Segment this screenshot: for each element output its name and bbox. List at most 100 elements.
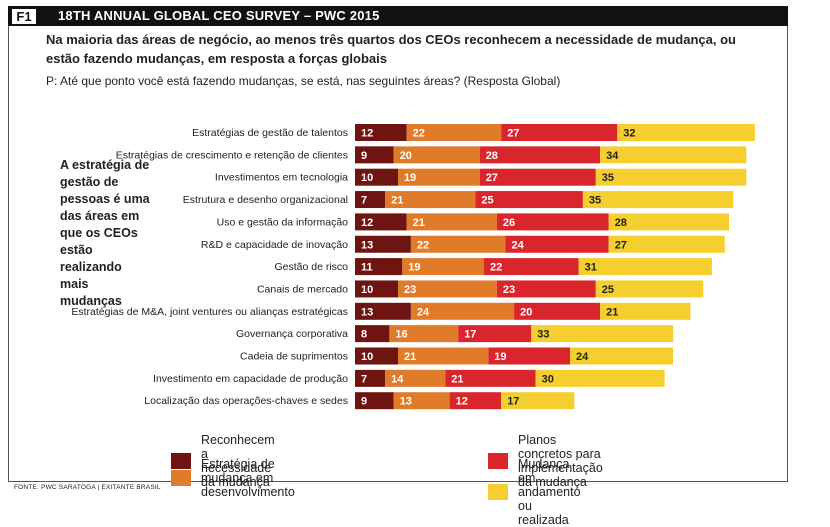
- category-label: Governança corporativa: [236, 328, 348, 340]
- data-label: 32: [623, 128, 635, 140]
- data-label: 22: [417, 239, 429, 251]
- side-note: A estratégia de gestão de pessoas é uma …: [60, 158, 150, 308]
- data-label: 24: [512, 239, 525, 251]
- bar-segment-reconhecem: [355, 213, 407, 231]
- bar-segment-reconhecem: [355, 258, 403, 276]
- bar-segment-planos: [458, 325, 532, 343]
- data-label: 20: [400, 150, 412, 162]
- data-label: 17: [464, 329, 476, 341]
- bar-segment-estrategia: [398, 347, 489, 365]
- stacked-bar-chart: Estratégias de gestão de talentos 12 22 27 3…: [71, 124, 755, 410]
- bar-segment-reconhecem: [355, 302, 411, 320]
- bar-segment-reconhecem: [355, 146, 394, 164]
- bar-segment-andamento: [595, 168, 747, 186]
- data-label: 9: [361, 150, 367, 162]
- data-label: 13: [361, 306, 373, 318]
- bar-segment-estrategia: [389, 325, 459, 343]
- data-label: 16: [395, 329, 407, 341]
- bar-segment-estrategia: [402, 258, 484, 276]
- bar-segment-reconhecem: [355, 124, 407, 141]
- data-label: 25: [602, 284, 614, 296]
- data-label: 8: [361, 329, 367, 341]
- bar-segment-planos: [445, 369, 536, 387]
- bar-segment-andamento: [578, 258, 712, 276]
- category-label: Cadeia de suprimentos: [240, 351, 348, 363]
- data-label: 21: [606, 306, 618, 318]
- bar-segment-planos: [496, 280, 596, 298]
- data-label: 26: [503, 217, 515, 229]
- bar-segment-andamento: [570, 347, 674, 365]
- data-label: 7: [361, 373, 367, 385]
- bar-segment-planos: [488, 347, 570, 365]
- bar-segment-reconhecem: [355, 347, 398, 365]
- chart-headline: Na maioria das áreas de negócio, ao meno…: [46, 32, 736, 66]
- bar-segment-estrategia: [406, 124, 502, 141]
- data-label: 12: [456, 396, 468, 408]
- legend-swatch: [488, 453, 508, 469]
- legend-item-planos: Planos concretos para implementação da m…: [488, 433, 603, 489]
- bar-segment-andamento: [608, 213, 730, 231]
- category-label: Estratégias de crescimento e retenção de…: [116, 149, 348, 161]
- legend-item-estrategia: Estratégia de mudança em desenvolvimento: [171, 457, 295, 499]
- bar-segment-andamento: [600, 302, 691, 320]
- data-label: 7: [361, 195, 367, 207]
- legend-item-reconhecem: Reconhecem a necessidade da mudança: [171, 433, 275, 489]
- data-label: 34: [606, 150, 619, 162]
- legend-swatch: [488, 484, 508, 500]
- bar-segment-andamento: [535, 369, 665, 387]
- data-label: 9: [361, 396, 367, 408]
- bar-segment-reconhecem: [355, 325, 390, 343]
- header-bar: [8, 6, 788, 26]
- data-label: 21: [404, 351, 416, 363]
- bar-segment-andamento: [582, 191, 734, 209]
- survey-question: P: Até que ponto você está fazendo mudan…: [46, 74, 561, 88]
- bar-segment-estrategia: [393, 146, 480, 164]
- data-label: 33: [537, 329, 549, 341]
- bar-segment-reconhecem: [355, 280, 398, 298]
- data-label: 31: [585, 262, 597, 274]
- category-label: R&D e capacidade de inovação: [201, 239, 348, 251]
- bar-segment-estrategia: [410, 302, 515, 320]
- category-label: Estrutura e desenho organizacional: [183, 194, 348, 206]
- bar-segment-planos: [479, 146, 601, 164]
- data-label: 27: [486, 172, 498, 184]
- bar-segment-reconhecem: [355, 235, 411, 253]
- category-label: Estratégias de M&A, joint ventures ou al…: [71, 306, 348, 318]
- bar-segment-estrategia: [406, 213, 497, 231]
- data-label: 27: [507, 128, 519, 140]
- data-label: 30: [542, 373, 554, 385]
- data-label: 12: [361, 128, 373, 140]
- bar-segment-planos: [514, 302, 601, 320]
- data-label: 19: [408, 262, 420, 274]
- bar-segment-reconhecem: [355, 191, 386, 209]
- legend-swatch: [171, 453, 191, 469]
- data-label: 35: [602, 172, 614, 184]
- figure-tag: F1: [11, 8, 37, 25]
- category-label: Investimento em capacidade de produção: [153, 373, 348, 385]
- data-label: 19: [404, 172, 416, 184]
- figure-title: 18TH ANNUAL GLOBAL CEO SURVEY – PWC 2015: [58, 8, 380, 23]
- bar-segment-estrategia: [393, 392, 450, 410]
- bar-segment-estrategia: [385, 191, 476, 209]
- data-label: 10: [361, 172, 373, 184]
- bar-segment-planos: [496, 213, 609, 231]
- bar-segment-estrategia: [398, 168, 480, 186]
- bar-segment-estrategia: [410, 235, 506, 253]
- bar-segment-andamento: [600, 146, 747, 164]
- category-label: Localização das operações-chaves e sedes: [144, 395, 348, 407]
- bar-segment-reconhecem: [355, 369, 386, 387]
- legend-item-andamento: Mudança em andamento ou realizada: [488, 457, 581, 527]
- bar-segment-andamento: [531, 325, 674, 343]
- data-label: 13: [400, 396, 412, 408]
- legend-label: Mudança em andamento ou realizada: [518, 457, 581, 527]
- bar-segment-estrategia: [385, 369, 446, 387]
- bar-segment-planos: [479, 168, 596, 186]
- data-label: 23: [404, 284, 416, 296]
- category-label: Uso e gestão da informação: [217, 216, 348, 228]
- data-label: 28: [486, 150, 498, 162]
- bar-segment-andamento: [595, 280, 704, 298]
- legend-label: Estratégia de mudança em desenvolvimento: [201, 457, 295, 499]
- data-label: 22: [413, 128, 425, 140]
- bar-segment-planos: [501, 124, 618, 141]
- data-label: 35: [589, 195, 601, 207]
